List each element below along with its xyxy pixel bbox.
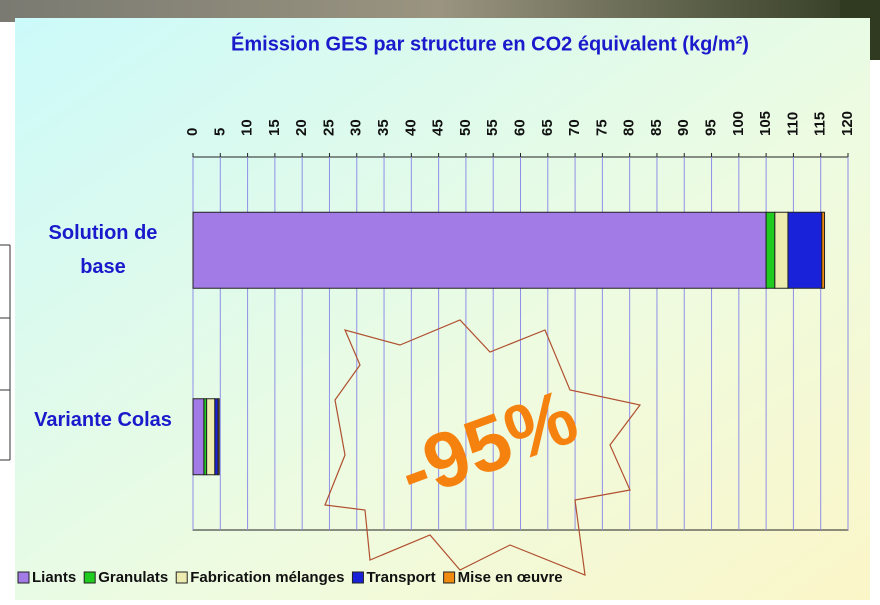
x-tick-label: 70	[566, 119, 583, 136]
slide: Émission GES par structure en CO2 équiva…	[0, 0, 880, 605]
x-tick-label: 80	[621, 119, 638, 136]
y-tick-label: Solution de base	[28, 216, 178, 284]
legend-swatch	[84, 572, 95, 583]
x-tick-label: 65	[539, 119, 556, 136]
x-tick-label: 115	[812, 112, 829, 136]
x-tick-label: 40	[402, 119, 419, 136]
x-tick-label: 0	[184, 128, 201, 136]
x-tick-label: 20	[293, 119, 310, 136]
x-tick-label: 35	[375, 119, 392, 136]
x-tick-label: 105	[757, 111, 774, 136]
x-tick-label: 50	[457, 119, 474, 136]
legend-swatch	[352, 572, 363, 583]
legend-swatch	[444, 572, 455, 583]
bar-segment	[193, 212, 766, 288]
x-tick-label: 75	[593, 119, 610, 136]
x-tick-label: 25	[320, 119, 337, 136]
x-tick-label: 15	[266, 119, 283, 136]
x-tick-label: 60	[511, 119, 528, 136]
bar-segment	[766, 212, 775, 288]
x-tick-label: 120	[839, 111, 856, 136]
legend-swatch	[176, 572, 187, 583]
x-tick-label: 10	[239, 119, 256, 136]
legend-label: Mise en œuvre	[458, 569, 563, 586]
bar-segment	[193, 399, 204, 475]
legend-label: Liants	[32, 569, 76, 586]
y-tick-label: Variante Colas	[28, 403, 178, 437]
x-tick-label: 90	[675, 119, 692, 136]
bar-segment	[207, 399, 215, 475]
x-tick-label: 55	[484, 119, 501, 136]
x-tick-label: 45	[430, 119, 447, 136]
bar-segment	[822, 212, 825, 288]
legend-label: Transport	[366, 569, 435, 586]
x-tick-label: 110	[784, 112, 801, 136]
legend-swatch	[18, 572, 29, 583]
chart-panel	[15, 18, 870, 600]
bar-segment	[775, 212, 788, 288]
x-tick-label: 100	[730, 111, 747, 136]
x-tick-label: 85	[648, 119, 665, 136]
chart-title: Émission GES par structure en CO2 équiva…	[231, 32, 749, 55]
x-tick-label: 95	[703, 119, 720, 136]
bar-segment	[218, 399, 219, 475]
chart: Émission GES par structure en CO2 équiva…	[0, 0, 880, 605]
legend-label: Fabrication mélanges	[190, 569, 344, 586]
legend-label: Granulats	[98, 569, 168, 586]
x-tick-label: 30	[348, 119, 365, 136]
bar-segment	[788, 212, 822, 288]
x-tick-label: 5	[211, 128, 228, 136]
